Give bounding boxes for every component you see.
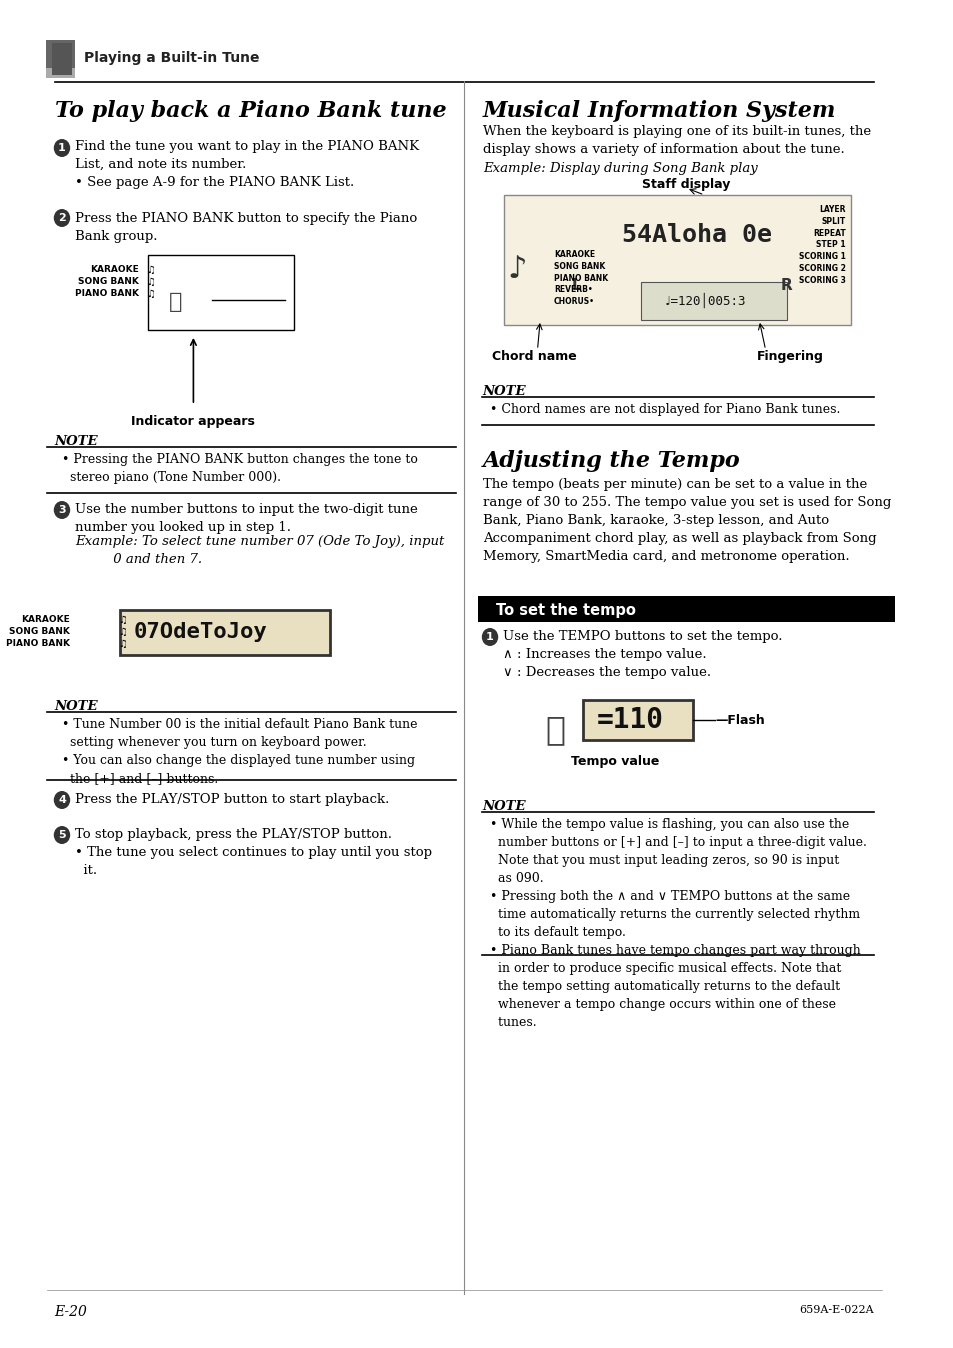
Bar — [46, 67, 74, 78]
Text: 659A-E-022A: 659A-E-022A — [799, 1305, 873, 1316]
Text: 3: 3 — [58, 506, 66, 515]
Text: 1: 1 — [58, 143, 66, 154]
Text: SONG BANK: SONG BANK — [78, 278, 138, 287]
Bar — [120, 611, 330, 655]
Text: NOTE: NOTE — [482, 386, 526, 398]
Text: 4: 4 — [58, 795, 66, 805]
Bar — [639, 282, 786, 319]
Text: Use the number buttons to input the two-digit tune
number you looked up in step : Use the number buttons to input the two-… — [74, 503, 417, 534]
Text: Press the PLAY/STOP button to start playback.: Press the PLAY/STOP button to start play… — [74, 793, 389, 806]
Text: ♫: ♫ — [146, 266, 154, 275]
Text: 🎵: 🎵 — [545, 713, 565, 747]
Text: • While the tempo value is flashing, you can also use the
  number buttons or [+: • While the tempo value is flashing, you… — [490, 818, 866, 1029]
Text: —Flash: —Flash — [715, 713, 764, 727]
Text: ♫: ♫ — [118, 639, 127, 648]
Text: Example: Display during Song Bank play: Example: Display during Song Bank play — [482, 162, 757, 175]
Circle shape — [53, 826, 71, 844]
Text: E-20: E-20 — [54, 1305, 88, 1318]
Text: Tempo value: Tempo value — [570, 755, 659, 768]
Bar — [503, 195, 850, 325]
Text: Find the tune you want to play in the PIANO BANK
List, and note its number.
• Se: Find the tune you want to play in the PI… — [74, 140, 418, 189]
Text: 1: 1 — [486, 632, 494, 642]
Text: NOTE: NOTE — [54, 435, 98, 448]
Circle shape — [53, 501, 71, 519]
Text: ♫: ♫ — [118, 615, 127, 625]
Text: • Tune Number 00 is the initial default Piano Bank tune
  setting whenever you t: • Tune Number 00 is the initial default … — [62, 718, 417, 785]
Text: KARAOKE
SONG BANK
PIANO BANK
REVERB•
CHORUS•: KARAOKE SONG BANK PIANO BANK REVERB• CHO… — [554, 249, 607, 306]
Circle shape — [53, 209, 71, 226]
Text: SONG BANK: SONG BANK — [10, 628, 71, 636]
Text: R: R — [780, 278, 792, 293]
Bar — [148, 255, 294, 330]
Text: • Pressing the PIANO BANK button changes the tone to
  stereo piano (Tone Number: • Pressing the PIANO BANK button changes… — [62, 453, 417, 484]
Circle shape — [53, 791, 71, 809]
Text: To play back a Piano Bank tune: To play back a Piano Bank tune — [54, 100, 446, 123]
Text: LAYER
SPLIT
REPEAT
STEP 1
SCORING 1
SCORING 2
SCORING 3: LAYER SPLIT REPEAT STEP 1 SCORING 1 SCOR… — [799, 205, 845, 284]
Text: Staff display: Staff display — [641, 178, 730, 191]
Text: • Chord names are not displayed for Piano Bank tunes.: • Chord names are not displayed for Pian… — [490, 403, 840, 417]
Text: NOTE: NOTE — [54, 700, 98, 713]
Bar — [51, 43, 71, 75]
Text: 07OdeToJoy: 07OdeToJoy — [134, 621, 268, 642]
Text: Playing a Built-in Tune: Playing a Built-in Tune — [84, 51, 259, 65]
Text: The tempo (beats per minute) can be set to a value in the
range of 30 to 255. Th: The tempo (beats per minute) can be set … — [482, 479, 890, 563]
Text: Musical Information System: Musical Information System — [482, 100, 835, 123]
Text: L: L — [571, 278, 581, 293]
Text: Use the TEMPO buttons to set the tempo.
∧ : Increases the tempo value.
∨ : Decre: Use the TEMPO buttons to set the tempo. … — [502, 630, 781, 679]
Text: NOTE: NOTE — [482, 799, 526, 813]
Text: Indicator appears: Indicator appears — [132, 415, 255, 429]
Text: ♪: ♪ — [507, 256, 527, 284]
Text: Example: To select tune number 07 (Ode To Joy), input
         0 and then 7.: Example: To select tune number 07 (Ode T… — [74, 535, 444, 566]
Circle shape — [481, 628, 497, 646]
Text: ♩=120│005:3: ♩=120│005:3 — [662, 293, 745, 307]
Circle shape — [53, 139, 71, 156]
Text: Chord name: Chord name — [492, 350, 576, 363]
Text: 54Aloha 0e: 54Aloha 0e — [621, 222, 772, 247]
Text: Press the PIANO BANK button to specify the Piano
Bank group.: Press the PIANO BANK button to specify t… — [74, 212, 416, 243]
Bar — [46, 40, 74, 67]
Text: ♫: ♫ — [146, 288, 154, 299]
Text: ♫: ♫ — [118, 627, 127, 638]
Text: PIANO BANK: PIANO BANK — [74, 290, 138, 298]
Text: To stop playback, press the PLAY/STOP button.
• The tune you select continues to: To stop playback, press the PLAY/STOP bu… — [74, 828, 432, 878]
Text: KARAOKE: KARAOKE — [21, 616, 71, 624]
Text: When the keyboard is playing one of its built-in tunes, the
display shows a vari: When the keyboard is playing one of its … — [482, 125, 870, 156]
Text: Fingering: Fingering — [756, 350, 822, 363]
Text: PIANO BANK: PIANO BANK — [6, 639, 71, 648]
Text: 2: 2 — [58, 213, 66, 222]
Text: 👍: 👍 — [169, 293, 182, 311]
Text: Adjusting the Tempo: Adjusting the Tempo — [482, 450, 740, 472]
Bar — [477, 596, 894, 621]
Text: To set the tempo: To set the tempo — [496, 603, 636, 617]
Text: KARAOKE: KARAOKE — [90, 266, 138, 275]
Text: =110: =110 — [597, 706, 663, 735]
Text: 5: 5 — [58, 830, 66, 840]
Bar — [582, 700, 692, 740]
Text: ♫: ♫ — [146, 276, 154, 287]
